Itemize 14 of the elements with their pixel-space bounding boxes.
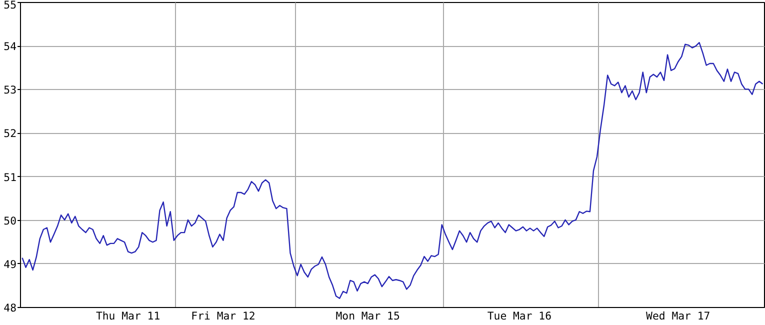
y-tick-label: 51 bbox=[4, 170, 17, 184]
x-tick-label: Thu Mar 11 bbox=[96, 310, 160, 322]
x-tick-label: Mon Mar 15 bbox=[336, 310, 400, 322]
y-tick-label: 52 bbox=[4, 127, 17, 140]
y-tick-label: 50 bbox=[4, 214, 17, 228]
x-tick-label: Wed Mar 17 bbox=[646, 310, 710, 322]
x-tick-label: Fri Mar 12 bbox=[191, 310, 256, 322]
y-tick-label: 48 bbox=[4, 302, 17, 314]
y-tick-label: 54 bbox=[4, 40, 17, 54]
y-tick-label: 49 bbox=[4, 258, 17, 271]
y-tick-label: 55 bbox=[4, 0, 17, 12]
line-series bbox=[22, 42, 764, 299]
y-tick-label: 53 bbox=[4, 84, 17, 97]
x-tick-label: Tue Mar 16 bbox=[487, 310, 552, 322]
